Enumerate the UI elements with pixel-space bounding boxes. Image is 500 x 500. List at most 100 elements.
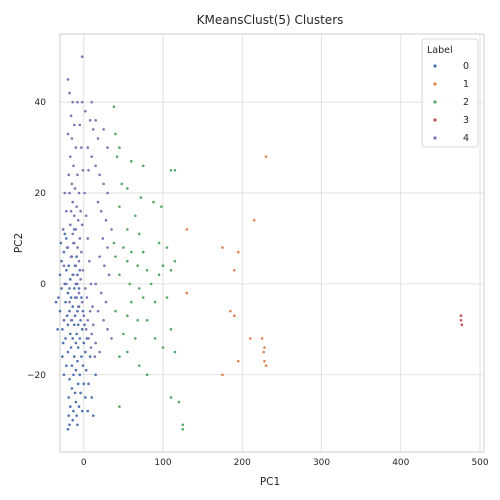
point-series-4 bbox=[63, 191, 67, 195]
point-series-0 bbox=[68, 378, 71, 381]
point-series-1 bbox=[237, 250, 240, 254]
point-series-1 bbox=[263, 359, 266, 363]
point-series-2 bbox=[145, 373, 149, 377]
point-series-2 bbox=[173, 350, 177, 354]
point-series-0 bbox=[77, 405, 81, 408]
point-series-4 bbox=[89, 346, 93, 349]
point-series-0 bbox=[76, 382, 80, 386]
y-axis-label: PC2 bbox=[13, 233, 25, 253]
point-series-4 bbox=[81, 169, 85, 172]
point-series-1 bbox=[185, 291, 189, 295]
legend-label-1: 1 bbox=[463, 79, 469, 90]
y-tick-label: 40 bbox=[35, 98, 47, 108]
point-series-0 bbox=[61, 355, 64, 358]
point-series-2 bbox=[169, 268, 173, 272]
point-series-4 bbox=[98, 173, 101, 177]
point-series-2 bbox=[122, 246, 125, 249]
point-series-2 bbox=[114, 132, 117, 136]
point-series-0 bbox=[65, 268, 68, 272]
point-series-4 bbox=[98, 255, 101, 258]
point-series-0 bbox=[66, 323, 70, 327]
point-series-0 bbox=[84, 350, 87, 354]
point-series-4 bbox=[77, 291, 81, 295]
point-series-3 bbox=[459, 318, 463, 322]
point-series-4 bbox=[80, 55, 84, 59]
point-series-0 bbox=[57, 296, 60, 299]
point-series-4 bbox=[106, 191, 109, 195]
point-series-0 bbox=[68, 287, 71, 290]
point-series-4 bbox=[76, 100, 79, 104]
point-series-4 bbox=[78, 123, 82, 127]
point-series-4 bbox=[103, 264, 106, 268]
x-tick-label: 400 bbox=[392, 458, 409, 468]
point-series-4 bbox=[80, 223, 84, 227]
point-series-0 bbox=[75, 414, 78, 417]
point-series-0 bbox=[74, 368, 78, 372]
legend: Label 0 1 2 3 4 bbox=[421, 38, 479, 148]
x-tick-label: 500 bbox=[471, 458, 488, 468]
point-series-4 bbox=[85, 296, 89, 299]
point-series-4 bbox=[84, 214, 88, 218]
point-series-4 bbox=[69, 155, 72, 158]
point-series-0 bbox=[67, 396, 71, 399]
point-series-0 bbox=[62, 373, 66, 377]
point-series-4 bbox=[72, 241, 76, 245]
point-series-4 bbox=[90, 155, 93, 158]
point-series-4 bbox=[76, 305, 80, 308]
y-tick-label: 20 bbox=[35, 189, 47, 199]
legend-label-2: 2 bbox=[463, 97, 469, 108]
point-series-4 bbox=[110, 337, 113, 340]
point-series-4 bbox=[94, 282, 97, 286]
point-series-0 bbox=[65, 364, 68, 367]
point-series-2 bbox=[120, 182, 124, 186]
point-series-2 bbox=[177, 400, 181, 404]
point-series-1 bbox=[221, 373, 224, 377]
point-series-2 bbox=[130, 250, 133, 254]
point-series-2 bbox=[118, 355, 121, 358]
point-series-1 bbox=[264, 364, 268, 367]
point-series-2 bbox=[165, 246, 169, 249]
point-series-2 bbox=[114, 255, 117, 258]
y-tick-label: 0 bbox=[40, 280, 46, 290]
point-series-0 bbox=[61, 341, 65, 345]
point-series-0 bbox=[73, 391, 77, 395]
point-series-4 bbox=[91, 305, 94, 308]
point-series-4 bbox=[94, 341, 97, 345]
point-series-2 bbox=[136, 318, 139, 322]
point-series-2 bbox=[149, 282, 153, 286]
point-series-4 bbox=[96, 200, 100, 204]
point-series-0 bbox=[62, 318, 66, 322]
point-series-4 bbox=[67, 173, 71, 177]
legend-label-0: 0 bbox=[463, 61, 469, 72]
point-series-0 bbox=[66, 427, 70, 431]
x-tick-label: 0 bbox=[81, 458, 87, 468]
legend-title: Label bbox=[427, 45, 453, 56]
point-series-2 bbox=[157, 273, 161, 277]
point-series-4 bbox=[88, 309, 92, 313]
point-series-3 bbox=[459, 314, 463, 318]
point-series-4 bbox=[77, 259, 81, 263]
x-tick-label: 300 bbox=[313, 458, 330, 468]
point-series-2 bbox=[160, 205, 163, 208]
point-series-0 bbox=[72, 355, 76, 358]
point-series-1 bbox=[252, 218, 256, 222]
point-series-4 bbox=[62, 264, 66, 268]
point-series-2 bbox=[122, 332, 125, 336]
point-series-4 bbox=[74, 146, 78, 149]
x-axis-label: PC1 bbox=[260, 476, 280, 488]
point-series-4 bbox=[98, 350, 101, 354]
point-series-0 bbox=[67, 264, 71, 268]
point-series-0 bbox=[61, 328, 64, 331]
point-series-4 bbox=[99, 209, 103, 213]
point-series-2 bbox=[112, 105, 116, 108]
point-series-0 bbox=[87, 382, 90, 386]
point-series-4 bbox=[65, 209, 68, 213]
point-series-4 bbox=[76, 173, 79, 177]
point-series-2 bbox=[141, 296, 145, 299]
point-series-1 bbox=[248, 337, 252, 340]
point-series-4 bbox=[89, 282, 93, 286]
point-series-0 bbox=[68, 423, 71, 427]
point-series-0 bbox=[71, 337, 74, 340]
point-series-2 bbox=[126, 259, 129, 263]
point-series-4 bbox=[94, 164, 97, 168]
